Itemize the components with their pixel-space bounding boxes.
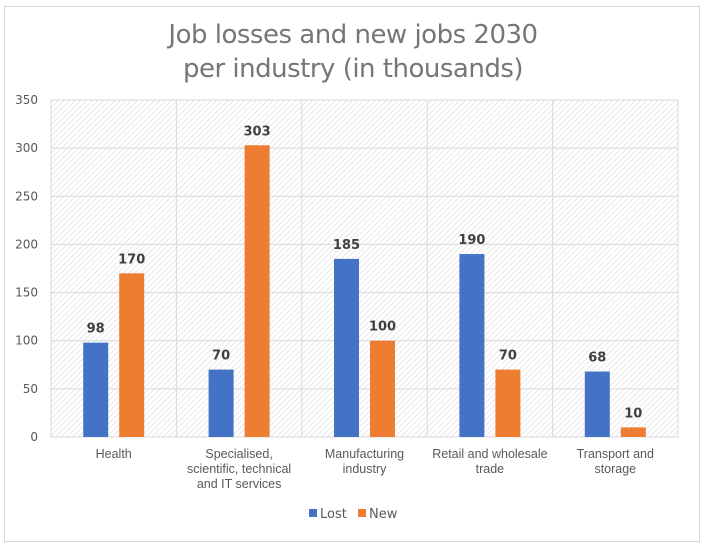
data-label-new: 10 bbox=[624, 406, 642, 421]
bar-lost bbox=[459, 254, 485, 437]
chart-title-line-1: Job losses and new jobs 2030 bbox=[168, 20, 538, 50]
y-tick-label: 200 bbox=[15, 237, 38, 251]
y-tick-label: 250 bbox=[15, 189, 38, 203]
category-label: scientific, technical bbox=[187, 462, 291, 476]
data-labels: 98 170 70 303 185 100 190 70 68 10 bbox=[87, 124, 643, 421]
category-label: Specialised, bbox=[205, 447, 272, 461]
data-label-new: 170 bbox=[118, 252, 145, 267]
legend-swatch-new bbox=[358, 509, 366, 517]
data-label-lost: 70 bbox=[212, 349, 230, 364]
bars bbox=[83, 145, 646, 438]
legend-swatch-lost bbox=[309, 509, 317, 517]
y-axis-ticks: 0 50 100 150 200 250 300 350 bbox=[15, 93, 38, 444]
y-tick-label: 350 bbox=[15, 93, 38, 107]
data-label-lost: 190 bbox=[458, 233, 485, 248]
data-label-new: 303 bbox=[244, 124, 271, 139]
category-label: Manufacturing bbox=[325, 447, 404, 461]
category-label: industry bbox=[343, 462, 388, 476]
data-label-new: 70 bbox=[499, 349, 517, 364]
chart-title: Job losses and new jobs 2030 per industr… bbox=[0, 18, 706, 86]
legend: Lost New bbox=[309, 507, 398, 522]
bar-lost bbox=[334, 258, 359, 437]
bar-new bbox=[620, 427, 646, 437]
data-label-lost: 68 bbox=[588, 351, 606, 366]
y-tick-label: 300 bbox=[15, 141, 38, 155]
y-tick-label: 0 bbox=[30, 430, 38, 444]
bar-new bbox=[119, 273, 145, 437]
category-label: Retail and wholesale bbox=[432, 447, 547, 461]
legend-label-new: New bbox=[369, 507, 398, 522]
bar-lost bbox=[208, 369, 234, 437]
bar-new bbox=[495, 369, 521, 437]
x-axis-categories: Health Specialised,scientific, technicala… bbox=[96, 447, 654, 491]
category-label: Health bbox=[96, 447, 132, 461]
y-tick-label: 150 bbox=[15, 286, 38, 300]
data-label-lost: 98 bbox=[87, 322, 105, 337]
category-label: and IT services bbox=[197, 477, 282, 491]
data-label-new: 100 bbox=[369, 320, 396, 335]
chart-title-line-2: per industry (in thousands) bbox=[182, 54, 524, 84]
bar-lost bbox=[83, 342, 109, 437]
legend-label-lost: Lost bbox=[320, 507, 347, 522]
y-tick-label: 100 bbox=[15, 334, 38, 348]
y-tick-label: 50 bbox=[23, 382, 38, 396]
bar-lost bbox=[584, 371, 610, 437]
bar-new bbox=[244, 145, 270, 438]
bar-new bbox=[370, 340, 395, 437]
data-label-lost: 185 bbox=[333, 238, 360, 253]
category-label: Transport and bbox=[577, 447, 654, 461]
category-label: storage bbox=[594, 462, 636, 476]
gridlines bbox=[50, 99, 679, 438]
category-label: trade bbox=[476, 462, 505, 476]
plot-area bbox=[51, 100, 678, 437]
